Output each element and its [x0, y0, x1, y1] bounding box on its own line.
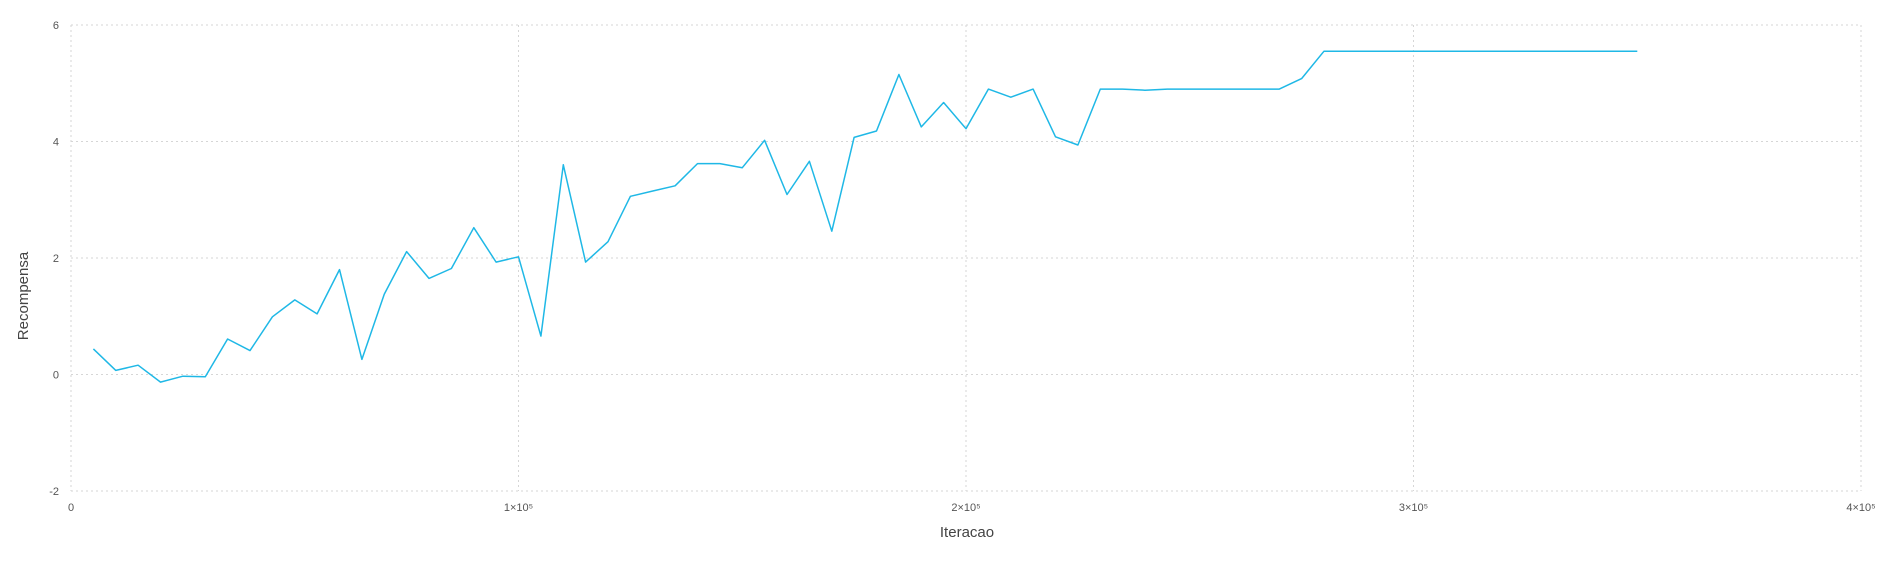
y-tick-label: -2 — [49, 486, 59, 498]
x-tick-label: 2×10⁵ — [951, 502, 980, 514]
x-axis-label: Iteracao — [940, 524, 994, 541]
y-tick-label: 0 — [53, 370, 59, 382]
y-tick-label: 4 — [53, 137, 59, 149]
x-tick-label: 3×10⁵ — [1399, 502, 1428, 514]
series-line-0 — [92, 50, 1638, 383]
y-tick-label: 2 — [53, 253, 59, 265]
y-tick-label: 6 — [53, 20, 59, 32]
tick-labels: 0 1×10⁵ 2×10⁵ 3×10⁵ 4×10⁵ -2 0 2 4 6 — [49, 20, 1875, 514]
x-tick-label: 0 — [68, 502, 74, 514]
x-tick-label: 4×10⁵ — [1846, 502, 1875, 514]
y-axis-label: Recompensa — [15, 251, 32, 340]
x-tick-label: 1×10⁵ — [504, 502, 533, 514]
series-layer — [92, 50, 1638, 383]
grid — [70, 24, 1862, 492]
